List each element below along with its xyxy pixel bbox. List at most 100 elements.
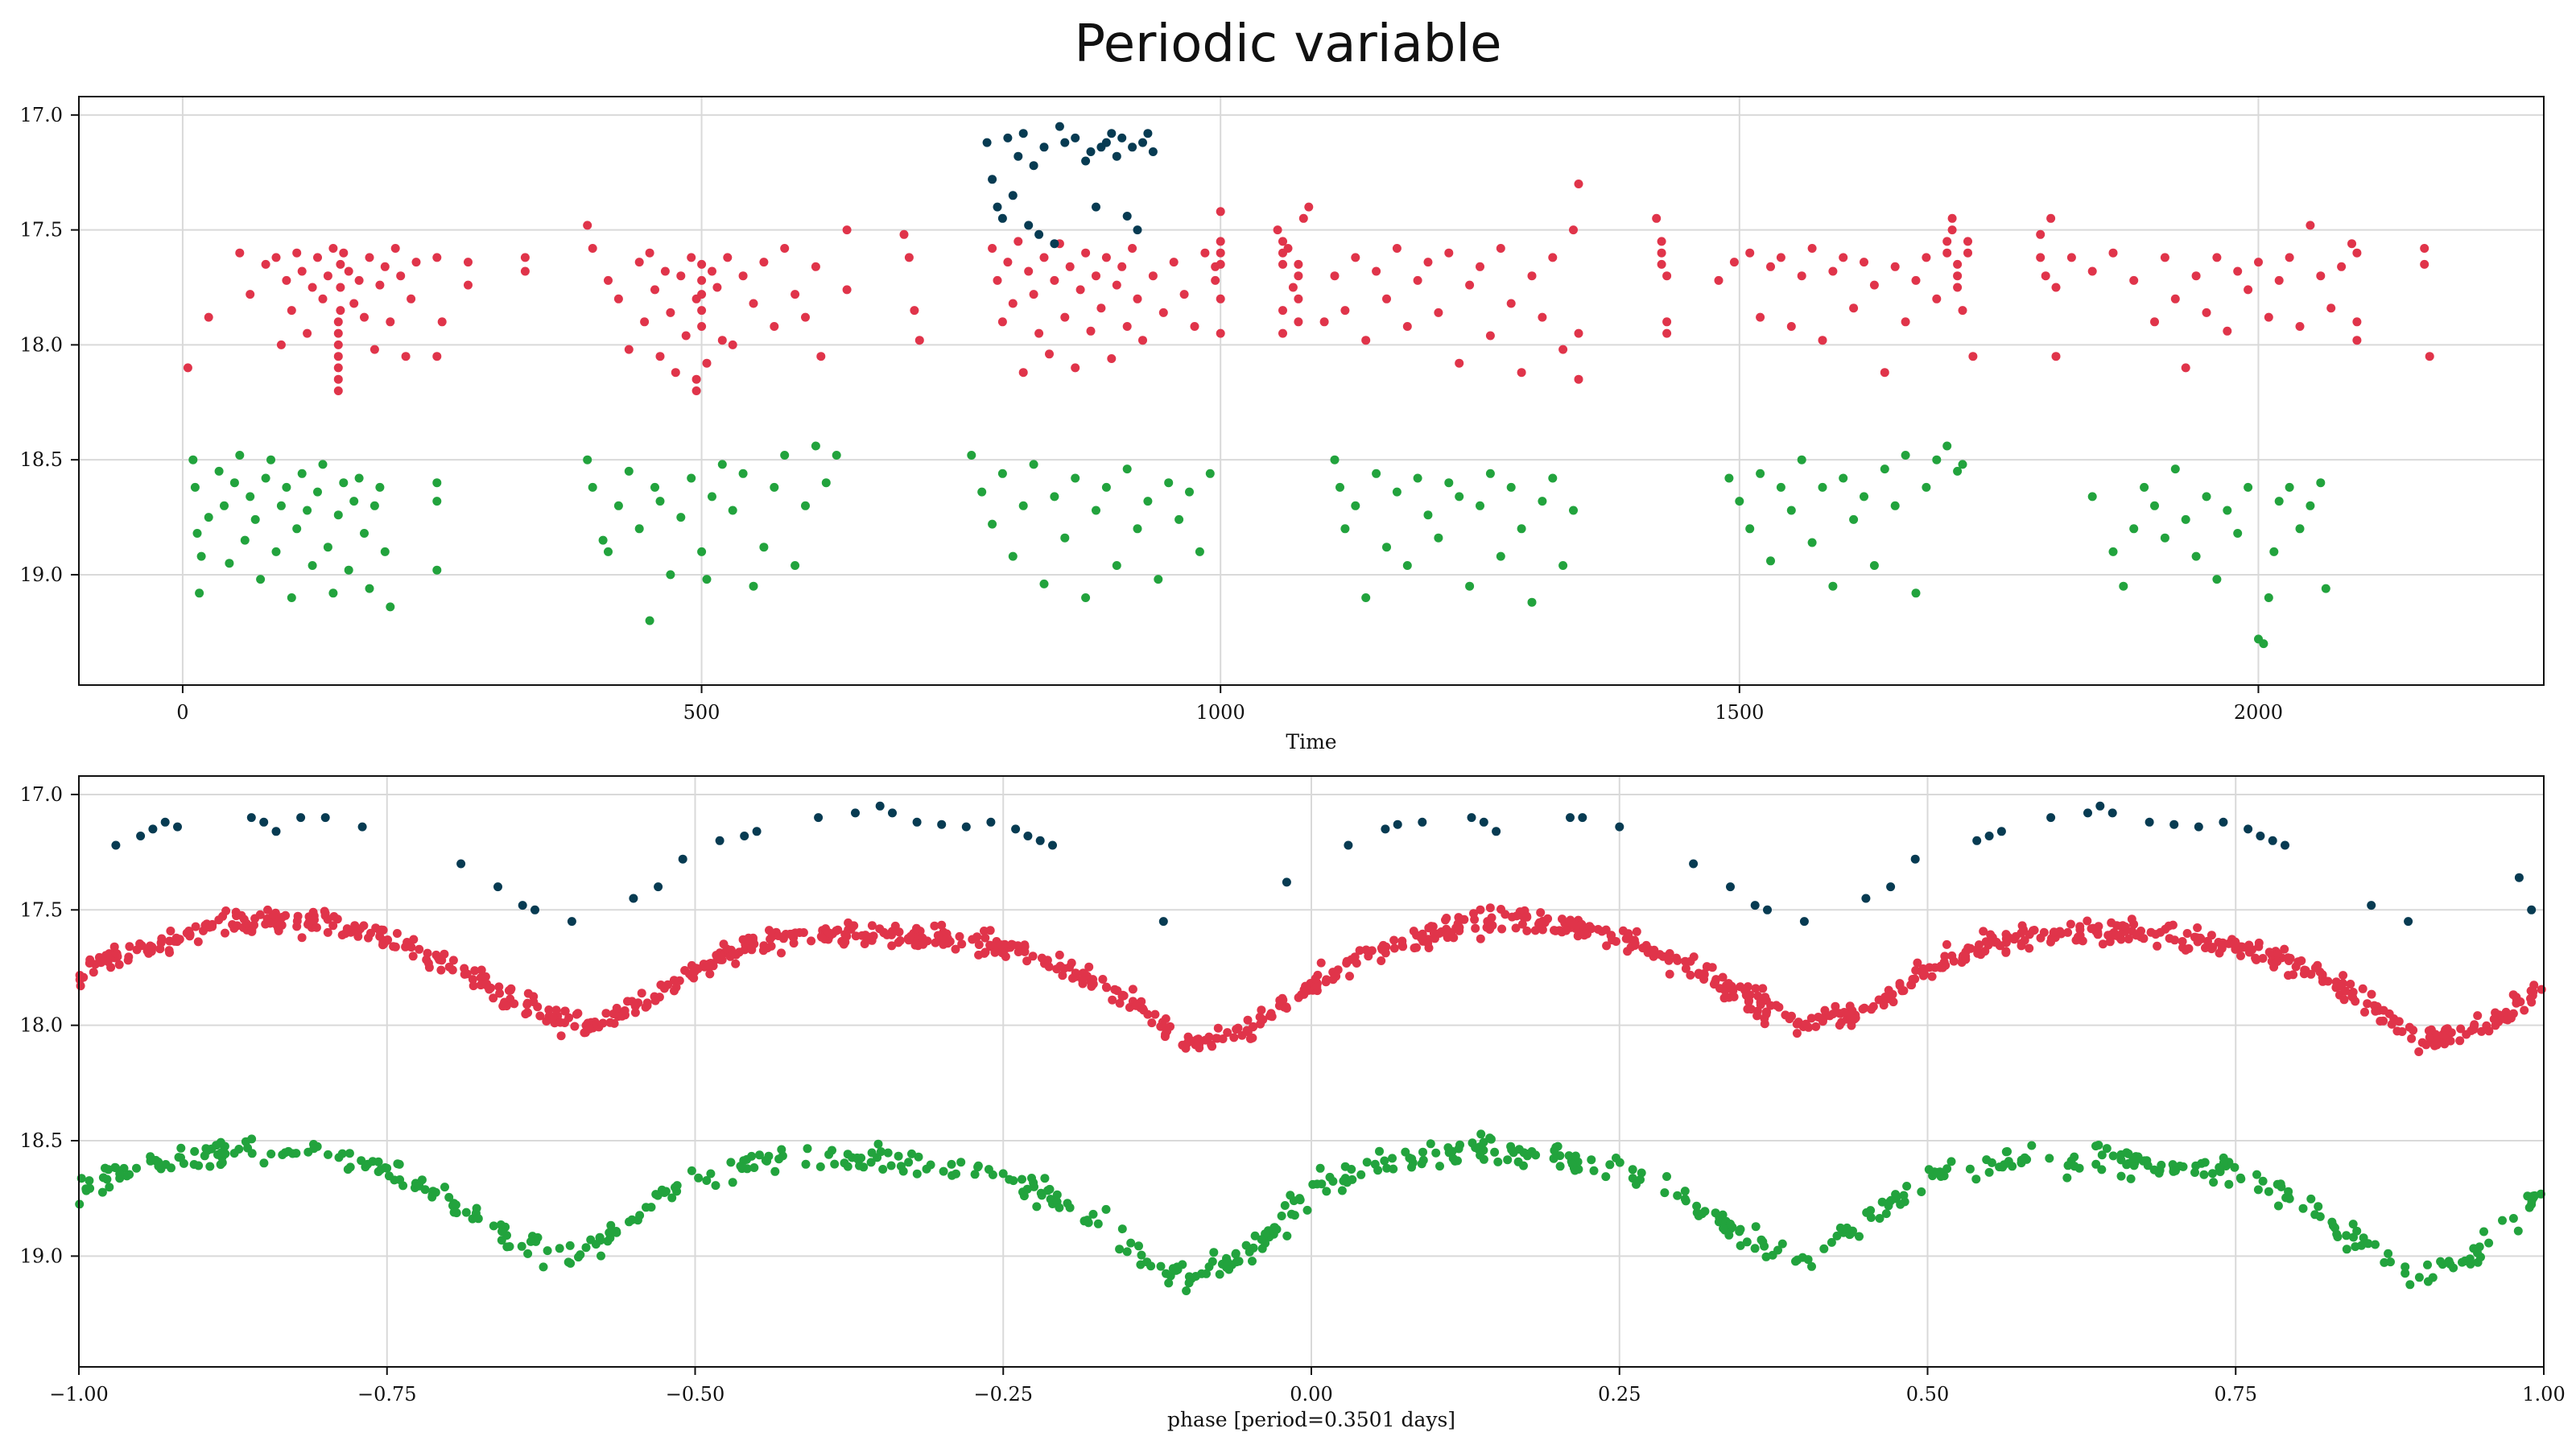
data-point	[1942, 237, 1952, 246]
data-point	[2423, 1260, 2432, 1269]
data-point	[183, 363, 192, 373]
data-point	[914, 336, 924, 345]
data-point	[1043, 1186, 1053, 1195]
data-point	[1649, 945, 1659, 955]
data-point	[282, 482, 291, 492]
data-point	[676, 513, 686, 522]
data-point	[1601, 1172, 1611, 1182]
data-point	[840, 937, 850, 947]
data-point	[489, 1221, 498, 1231]
data-point	[1133, 294, 1142, 303]
data-point	[705, 962, 715, 972]
data-point	[1485, 469, 1495, 478]
data-point	[591, 1240, 601, 1249]
phase-folded-panel: −1.00 −0.75 −0.50 −0.25 0.00 0.25 0.50 0.75 1.00…	[20, 775, 2566, 1431]
data-point	[122, 1171, 132, 1181]
data-point	[1652, 213, 1662, 223]
data-point	[1407, 1154, 1417, 1164]
data-point	[432, 478, 442, 488]
data-point	[2178, 1162, 2188, 1171]
data-point	[801, 501, 810, 510]
data-point	[2456, 1024, 2466, 1034]
data-point	[1471, 923, 1480, 933]
data-point	[2116, 930, 2125, 939]
data-point	[2342, 1245, 2351, 1254]
data-point	[977, 487, 987, 497]
data-point	[1623, 931, 1633, 941]
data-point	[2291, 962, 2301, 972]
data-point	[1564, 1151, 1574, 1161]
data-point	[2066, 919, 2075, 929]
data-point	[1763, 905, 1772, 914]
data-point	[956, 1158, 966, 1167]
data-point	[278, 912, 287, 922]
data-point	[259, 817, 269, 827]
data-point	[2321, 584, 2330, 593]
data-point	[2363, 999, 2372, 1009]
data-point	[246, 290, 255, 299]
data-point	[645, 616, 654, 625]
data-point	[2169, 819, 2179, 829]
data-point	[282, 275, 291, 285]
data-point	[204, 513, 213, 522]
data-point	[1037, 1191, 1046, 1200]
data-point	[323, 927, 332, 937]
data-point	[1476, 905, 1485, 914]
data-point	[2199, 1170, 2209, 1179]
data-point	[842, 285, 852, 295]
data-point	[333, 510, 343, 520]
data-point	[374, 1167, 383, 1176]
data-point	[1058, 971, 1067, 980]
data-point	[1519, 1148, 1529, 1158]
data-point	[333, 363, 343, 373]
data-point	[1115, 1245, 1125, 1254]
data-point	[2248, 945, 2256, 955]
data-point	[1294, 1194, 1304, 1203]
data-point	[2215, 1162, 2224, 1172]
data-point	[2528, 991, 2537, 1001]
data-point	[2150, 501, 2159, 510]
data-point	[1468, 1138, 1477, 1148]
data-point	[275, 920, 285, 929]
data-point	[1662, 271, 1672, 281]
data-point	[309, 1144, 319, 1154]
data-point	[323, 543, 332, 552]
data-point	[2429, 1041, 2439, 1051]
data-point	[1068, 973, 1077, 983]
data-point	[234, 1145, 244, 1154]
data-point	[1039, 579, 1049, 588]
data-point	[2352, 248, 2362, 258]
data-point	[548, 1012, 558, 1022]
data-point	[972, 932, 982, 942]
data-point	[287, 306, 296, 316]
data-point	[1535, 918, 1544, 927]
data-point	[1280, 1201, 1290, 1210]
data-point	[2346, 980, 2355, 989]
data-point	[1861, 894, 1871, 903]
data-point	[125, 942, 134, 952]
data-point	[1922, 482, 1931, 492]
data-point	[1681, 1196, 1690, 1206]
data-point	[261, 259, 270, 269]
data-point	[2253, 1185, 2263, 1195]
data-point	[1797, 455, 1806, 464]
data-point	[2091, 1159, 2101, 1169]
data-point	[1216, 237, 1225, 246]
data-point	[1146, 1261, 1156, 1271]
data-point	[1340, 524, 1350, 534]
data-point	[409, 935, 419, 944]
data-point	[526, 1236, 535, 1246]
data-point	[1503, 1155, 1513, 1165]
data-point	[821, 478, 831, 488]
data-point	[697, 547, 707, 556]
data-point	[308, 561, 317, 570]
data-point	[731, 959, 741, 968]
data-point	[939, 939, 948, 949]
data-point	[728, 340, 737, 349]
data-point	[336, 283, 345, 292]
data-point	[1169, 258, 1179, 267]
data-point	[777, 1145, 786, 1154]
data-point	[1818, 336, 1827, 345]
data-point	[506, 985, 515, 995]
data-point	[380, 262, 390, 271]
